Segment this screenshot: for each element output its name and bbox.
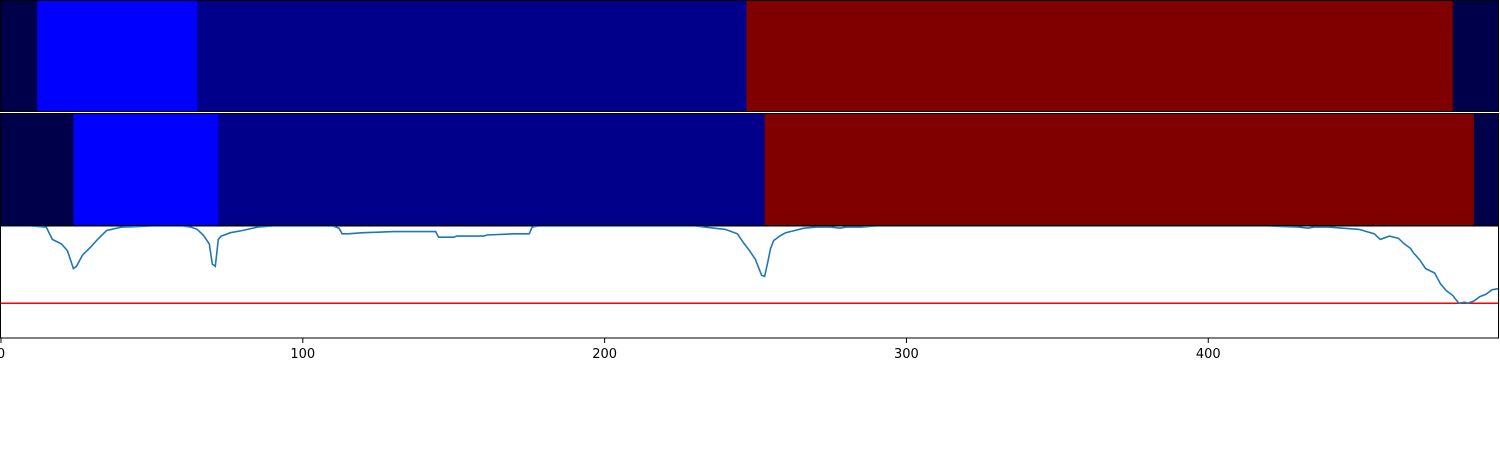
heatmap-strip-2: [1, 114, 1499, 225]
heatmap-1-segment-5: [1452, 1, 1499, 111]
heatmap-2-segment-5: [1473, 114, 1499, 225]
x-axis: 0 100 200 300 400: [0, 338, 1221, 362]
x-tick-label: 100: [290, 347, 315, 362]
heatmap-2-segment-4: [764, 114, 1475, 225]
heatmap-strip-2-border: [0, 113, 1499, 226]
line-axes: 0 100 200 300 400: [0, 225, 1499, 362]
heatmap-1-segment-3: [197, 1, 747, 111]
heatmap-2-segment-1: [1, 114, 74, 225]
x-tick-label: 0: [0, 347, 5, 362]
heatmap-2-segment-2: [73, 114, 219, 225]
heatmap-strip-1: [1, 1, 1499, 111]
x-tick-label: 300: [894, 347, 919, 362]
x-tick-label: 200: [592, 347, 617, 362]
heatmap-1-segment-1: [1, 1, 38, 111]
x-tick-label: 400: [1196, 347, 1221, 362]
heatmap-2-segment-3: [218, 114, 766, 225]
heatmap-1-segment-2: [37, 1, 198, 111]
heatmap-1-segment-4: [746, 1, 1454, 111]
line-plot-frame: [0, 225, 1499, 339]
heatmap-strip-1-border: [0, 0, 1499, 112]
